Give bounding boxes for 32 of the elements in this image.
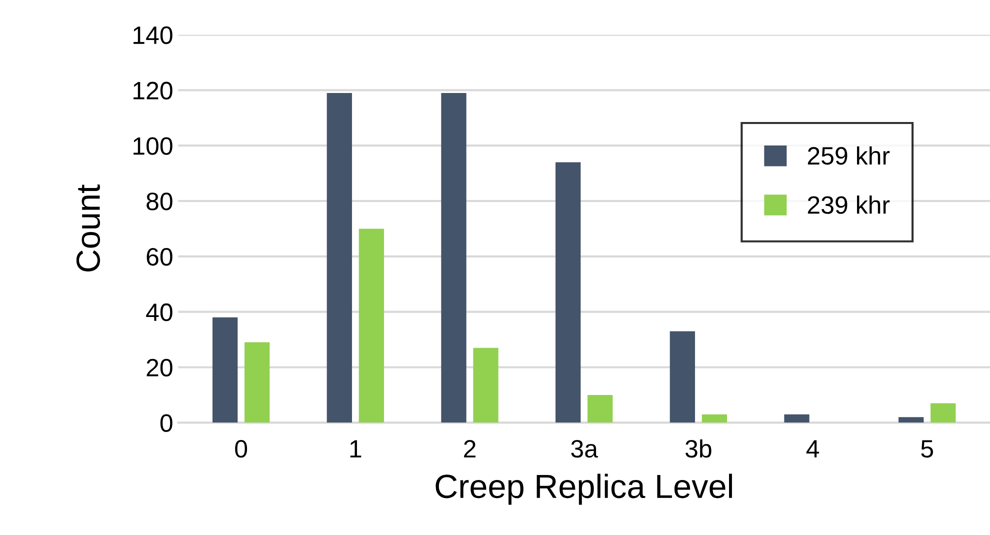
- bar: [588, 394, 613, 423]
- y-tick-label: 0: [160, 414, 172, 432]
- bar: [670, 331, 696, 423]
- bar: [702, 414, 728, 423]
- bar: [898, 417, 924, 423]
- x-tick-label: 4: [806, 440, 819, 458]
- y-tick-label: 40: [146, 303, 172, 322]
- y-tick-label: 20: [146, 358, 172, 377]
- bar: [244, 342, 270, 423]
- bar: [556, 162, 581, 423]
- x-tick-label: 3b: [685, 439, 712, 458]
- y-tick-label: 60: [146, 248, 172, 266]
- x-tick-label: 2: [464, 440, 476, 458]
- bar: [212, 317, 238, 423]
- bar: [358, 228, 384, 423]
- bar: [473, 348, 498, 423]
- bar: [784, 414, 810, 423]
- legend-label: 259 khr: [808, 146, 890, 165]
- x-axis-title: Creep Replica Level: [436, 474, 732, 505]
- bar: [326, 92, 352, 423]
- legend-label: 239 khr: [808, 196, 890, 214]
- y-axis-title: Count: [76, 184, 100, 272]
- x-tick-label: 0: [235, 440, 248, 458]
- bar: [441, 92, 466, 423]
- y-tick-label: 80: [146, 192, 172, 210]
- bar: [930, 403, 956, 423]
- x-tick-label: 5: [921, 440, 934, 458]
- y-tick-label: 120: [134, 82, 172, 100]
- y-tick-label: 100: [134, 137, 172, 155]
- y-tick-label: 140: [134, 26, 172, 44]
- x-tick-label: 1: [350, 440, 362, 458]
- x-tick-label: 3a: [571, 440, 598, 458]
